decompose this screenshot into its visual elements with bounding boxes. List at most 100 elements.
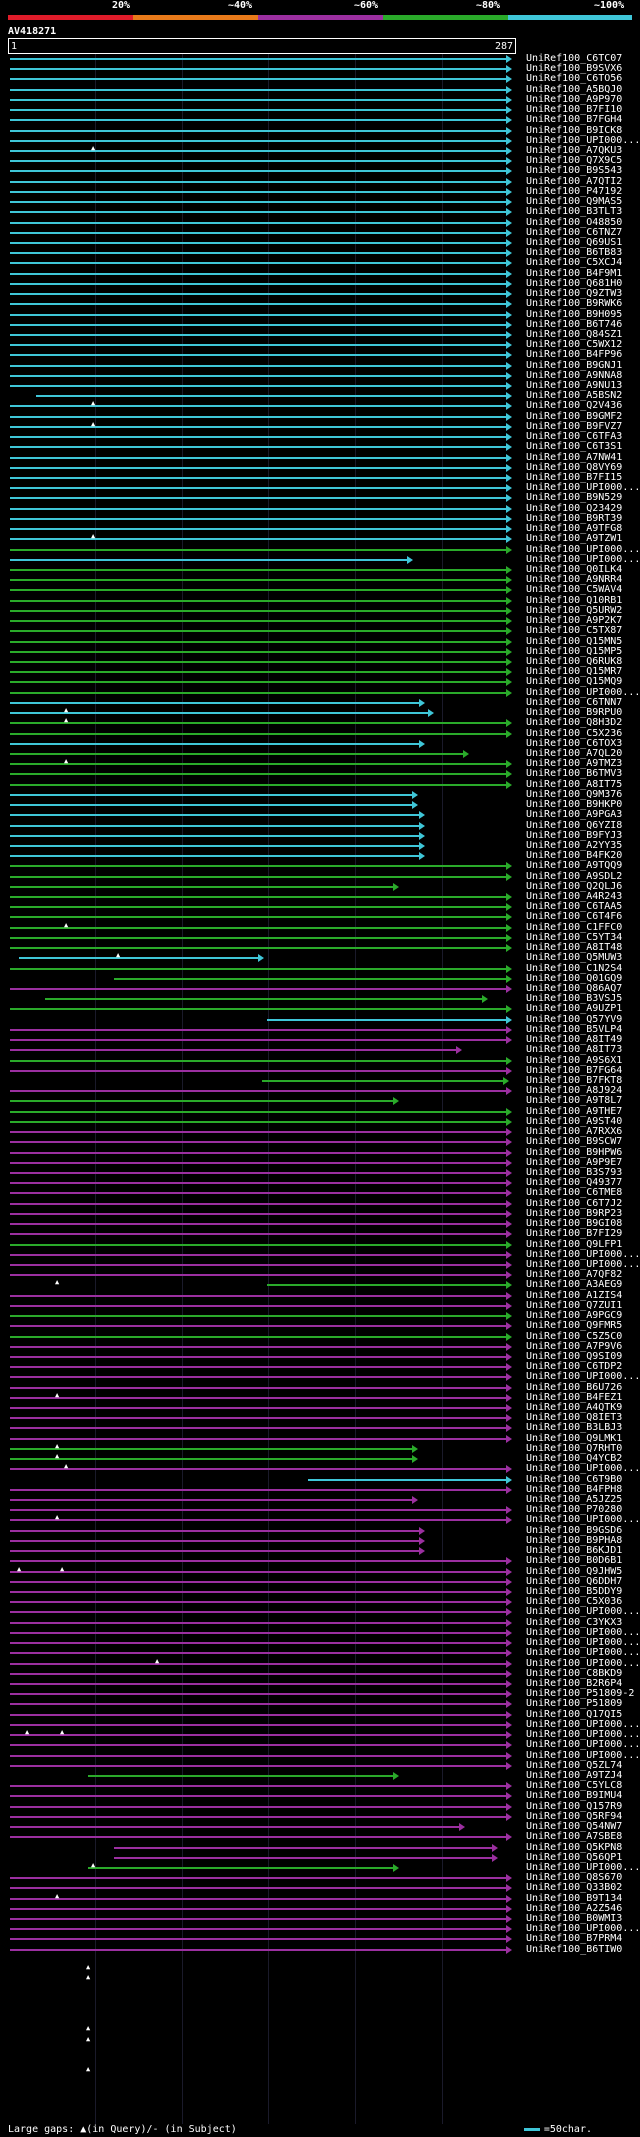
hit-label[interactable]: UniRef100_A7P9V6 [526, 1341, 623, 1352]
hit-label[interactable]: UniRef100_Q7X9C5 [526, 155, 623, 166]
hit-bar[interactable] [10, 671, 506, 673]
hit-label[interactable]: UniRef100_Q9JHW5 [526, 1566, 623, 1577]
hit-bar[interactable] [10, 1029, 506, 1031]
hit-bar[interactable] [10, 1724, 506, 1726]
hit-label[interactable]: UniRef100_A9PGA3 [526, 809, 623, 820]
hit-bar[interactable] [10, 1560, 506, 1562]
hit-bar[interactable] [10, 1254, 506, 1256]
hit-bar[interactable] [10, 160, 506, 162]
hit-bar[interactable] [10, 385, 506, 387]
hit-bar[interactable] [10, 1192, 506, 1194]
hit-label[interactable]: UniRef100_Q9SI09 [526, 1351, 623, 1362]
hit-bar[interactable] [10, 1090, 506, 1092]
hit-bar[interactable] [10, 1530, 419, 1532]
hit-bar[interactable] [10, 1489, 506, 1491]
hit-label[interactable]: UniRef100_B0D6B1 [526, 1555, 623, 1566]
hit-label[interactable]: UniRef100_UPI000... [526, 1371, 640, 1382]
hit-bar[interactable] [10, 1376, 506, 1378]
hit-label[interactable]: UniRef100_B9GMF2 [526, 411, 623, 422]
hit-bar[interactable] [10, 140, 506, 142]
hit-label[interactable]: UniRef100_A2YY35 [526, 840, 623, 851]
hit-label[interactable]: UniRef100_B7FI10 [526, 104, 623, 115]
hit-bar[interactable] [10, 1755, 506, 1757]
hit-label[interactable]: UniRef100_C5YLC8 [526, 1780, 623, 1791]
hit-bar[interactable] [10, 906, 506, 908]
hit-bar[interactable] [10, 1315, 506, 1317]
hit-bar[interactable] [10, 1366, 506, 1368]
hit-bar[interactable] [10, 1111, 506, 1113]
hit-label[interactable]: UniRef100_A7QKU3 [526, 145, 623, 156]
hit-label[interactable]: UniRef100_B9GI08 [526, 1218, 623, 1229]
hit-label[interactable]: UniRef100_A9UZP1 [526, 1003, 623, 1014]
hit-label[interactable]: UniRef100_B9T134 [526, 1893, 623, 1904]
hit-bar[interactable] [10, 1519, 506, 1521]
hit-label[interactable]: UniRef100_UPI000... [526, 554, 640, 565]
hit-bar[interactable] [10, 814, 419, 816]
hit-bar[interactable] [10, 170, 506, 172]
hit-label[interactable]: UniRef100_A9P2K7 [526, 615, 623, 626]
hit-label[interactable]: UniRef100_B4FEZ1 [526, 1392, 623, 1403]
hit-bar[interactable] [10, 1918, 506, 1920]
hit-bar[interactable] [10, 508, 506, 510]
hit-bar[interactable] [10, 1407, 506, 1409]
hit-label[interactable]: UniRef100_B9SVX6 [526, 63, 623, 74]
hit-label[interactable]: UniRef100_B9H095 [526, 309, 623, 320]
hit-label[interactable]: UniRef100_B9RWK6 [526, 298, 623, 309]
hit-bar[interactable] [10, 1898, 506, 1900]
hit-label[interactable]: UniRef100_Q8S670 [526, 1872, 623, 1883]
hit-label[interactable]: UniRef100_Q681H0 [526, 278, 623, 289]
hit-label[interactable]: UniRef100_A9THE7 [526, 1106, 623, 1117]
hit-bar[interactable] [10, 651, 506, 653]
hit-bar[interactable] [10, 1611, 506, 1613]
hit-label[interactable]: UniRef100_A7QL20 [526, 748, 623, 759]
hit-bar[interactable] [10, 743, 419, 745]
hit-label[interactable]: UniRef100_B7PRM4 [526, 1933, 623, 1944]
hit-label[interactable]: UniRef100_C1N2S4 [526, 963, 623, 974]
hit-bar[interactable] [10, 1468, 506, 1470]
hit-label[interactable]: UniRef100_C5TX87 [526, 625, 623, 636]
hit-label[interactable]: UniRef100_C6TC07 [526, 53, 623, 64]
hit-label[interactable]: UniRef100_C5Z5C0 [526, 1331, 623, 1342]
hit-bar[interactable] [267, 1019, 506, 1021]
hit-label[interactable]: UniRef100_Q5ZL74 [526, 1760, 623, 1771]
hit-label[interactable]: UniRef100_Q86AQ7 [526, 983, 623, 994]
hit-label[interactable]: UniRef100_A8IT75 [526, 779, 623, 790]
hit-label[interactable]: UniRef100_C6T7J2 [526, 1198, 623, 1209]
hit-bar[interactable] [10, 896, 506, 898]
hit-label[interactable]: UniRef100_Q5RF94 [526, 1811, 623, 1822]
hit-label[interactable]: UniRef100_A5JZ25 [526, 1494, 623, 1505]
hit-bar[interactable] [114, 978, 506, 980]
hit-bar[interactable] [10, 1806, 506, 1808]
hit-bar[interactable] [10, 130, 506, 132]
hit-bar[interactable] [114, 1847, 492, 1849]
hit-label[interactable]: UniRef100_P47192 [526, 186, 623, 197]
hit-bar[interactable] [45, 998, 482, 1000]
hit-label[interactable]: UniRef100_B9ICK8 [526, 125, 623, 136]
hit-bar[interactable] [10, 630, 506, 632]
hit-bar[interactable] [10, 1141, 506, 1143]
hit-label[interactable]: UniRef100_Q01GQ9 [526, 973, 623, 984]
hit-bar[interactable] [10, 784, 506, 786]
hit-bar[interactable] [10, 825, 419, 827]
hit-bar[interactable] [10, 1060, 506, 1062]
hit-bar[interactable] [10, 477, 506, 479]
hit-label[interactable]: UniRef100_C6T9B0 [526, 1474, 623, 1485]
hit-label[interactable]: UniRef100_UPI000... [526, 1750, 640, 1761]
hit-bar[interactable] [10, 201, 506, 203]
hit-label[interactable]: UniRef100_A9S6X1 [526, 1055, 623, 1066]
hit-label[interactable]: UniRef100_B6T746 [526, 319, 623, 330]
hit-bar[interactable] [10, 569, 506, 571]
hit-label[interactable]: UniRef100_Q49377 [526, 1177, 623, 1188]
hit-label[interactable]: UniRef100_B9N529 [526, 492, 623, 503]
hit-bar[interactable] [10, 1571, 506, 1573]
hit-label[interactable]: UniRef100_B4FP96 [526, 349, 623, 360]
hit-label[interactable]: UniRef100_UPI000... [526, 1658, 640, 1669]
hit-bar[interactable] [10, 293, 506, 295]
hit-label[interactable]: UniRef100_UPI000... [526, 1249, 640, 1260]
hit-bar[interactable] [10, 865, 506, 867]
hit-label[interactable]: UniRef100_Q17QI5 [526, 1709, 623, 1720]
hit-bar[interactable] [10, 314, 506, 316]
hit-label[interactable]: UniRef100_A4QTK9 [526, 1402, 623, 1413]
hit-label[interactable]: UniRef100_C6TFA3 [526, 431, 623, 442]
hit-bar[interactable] [10, 1336, 506, 1338]
